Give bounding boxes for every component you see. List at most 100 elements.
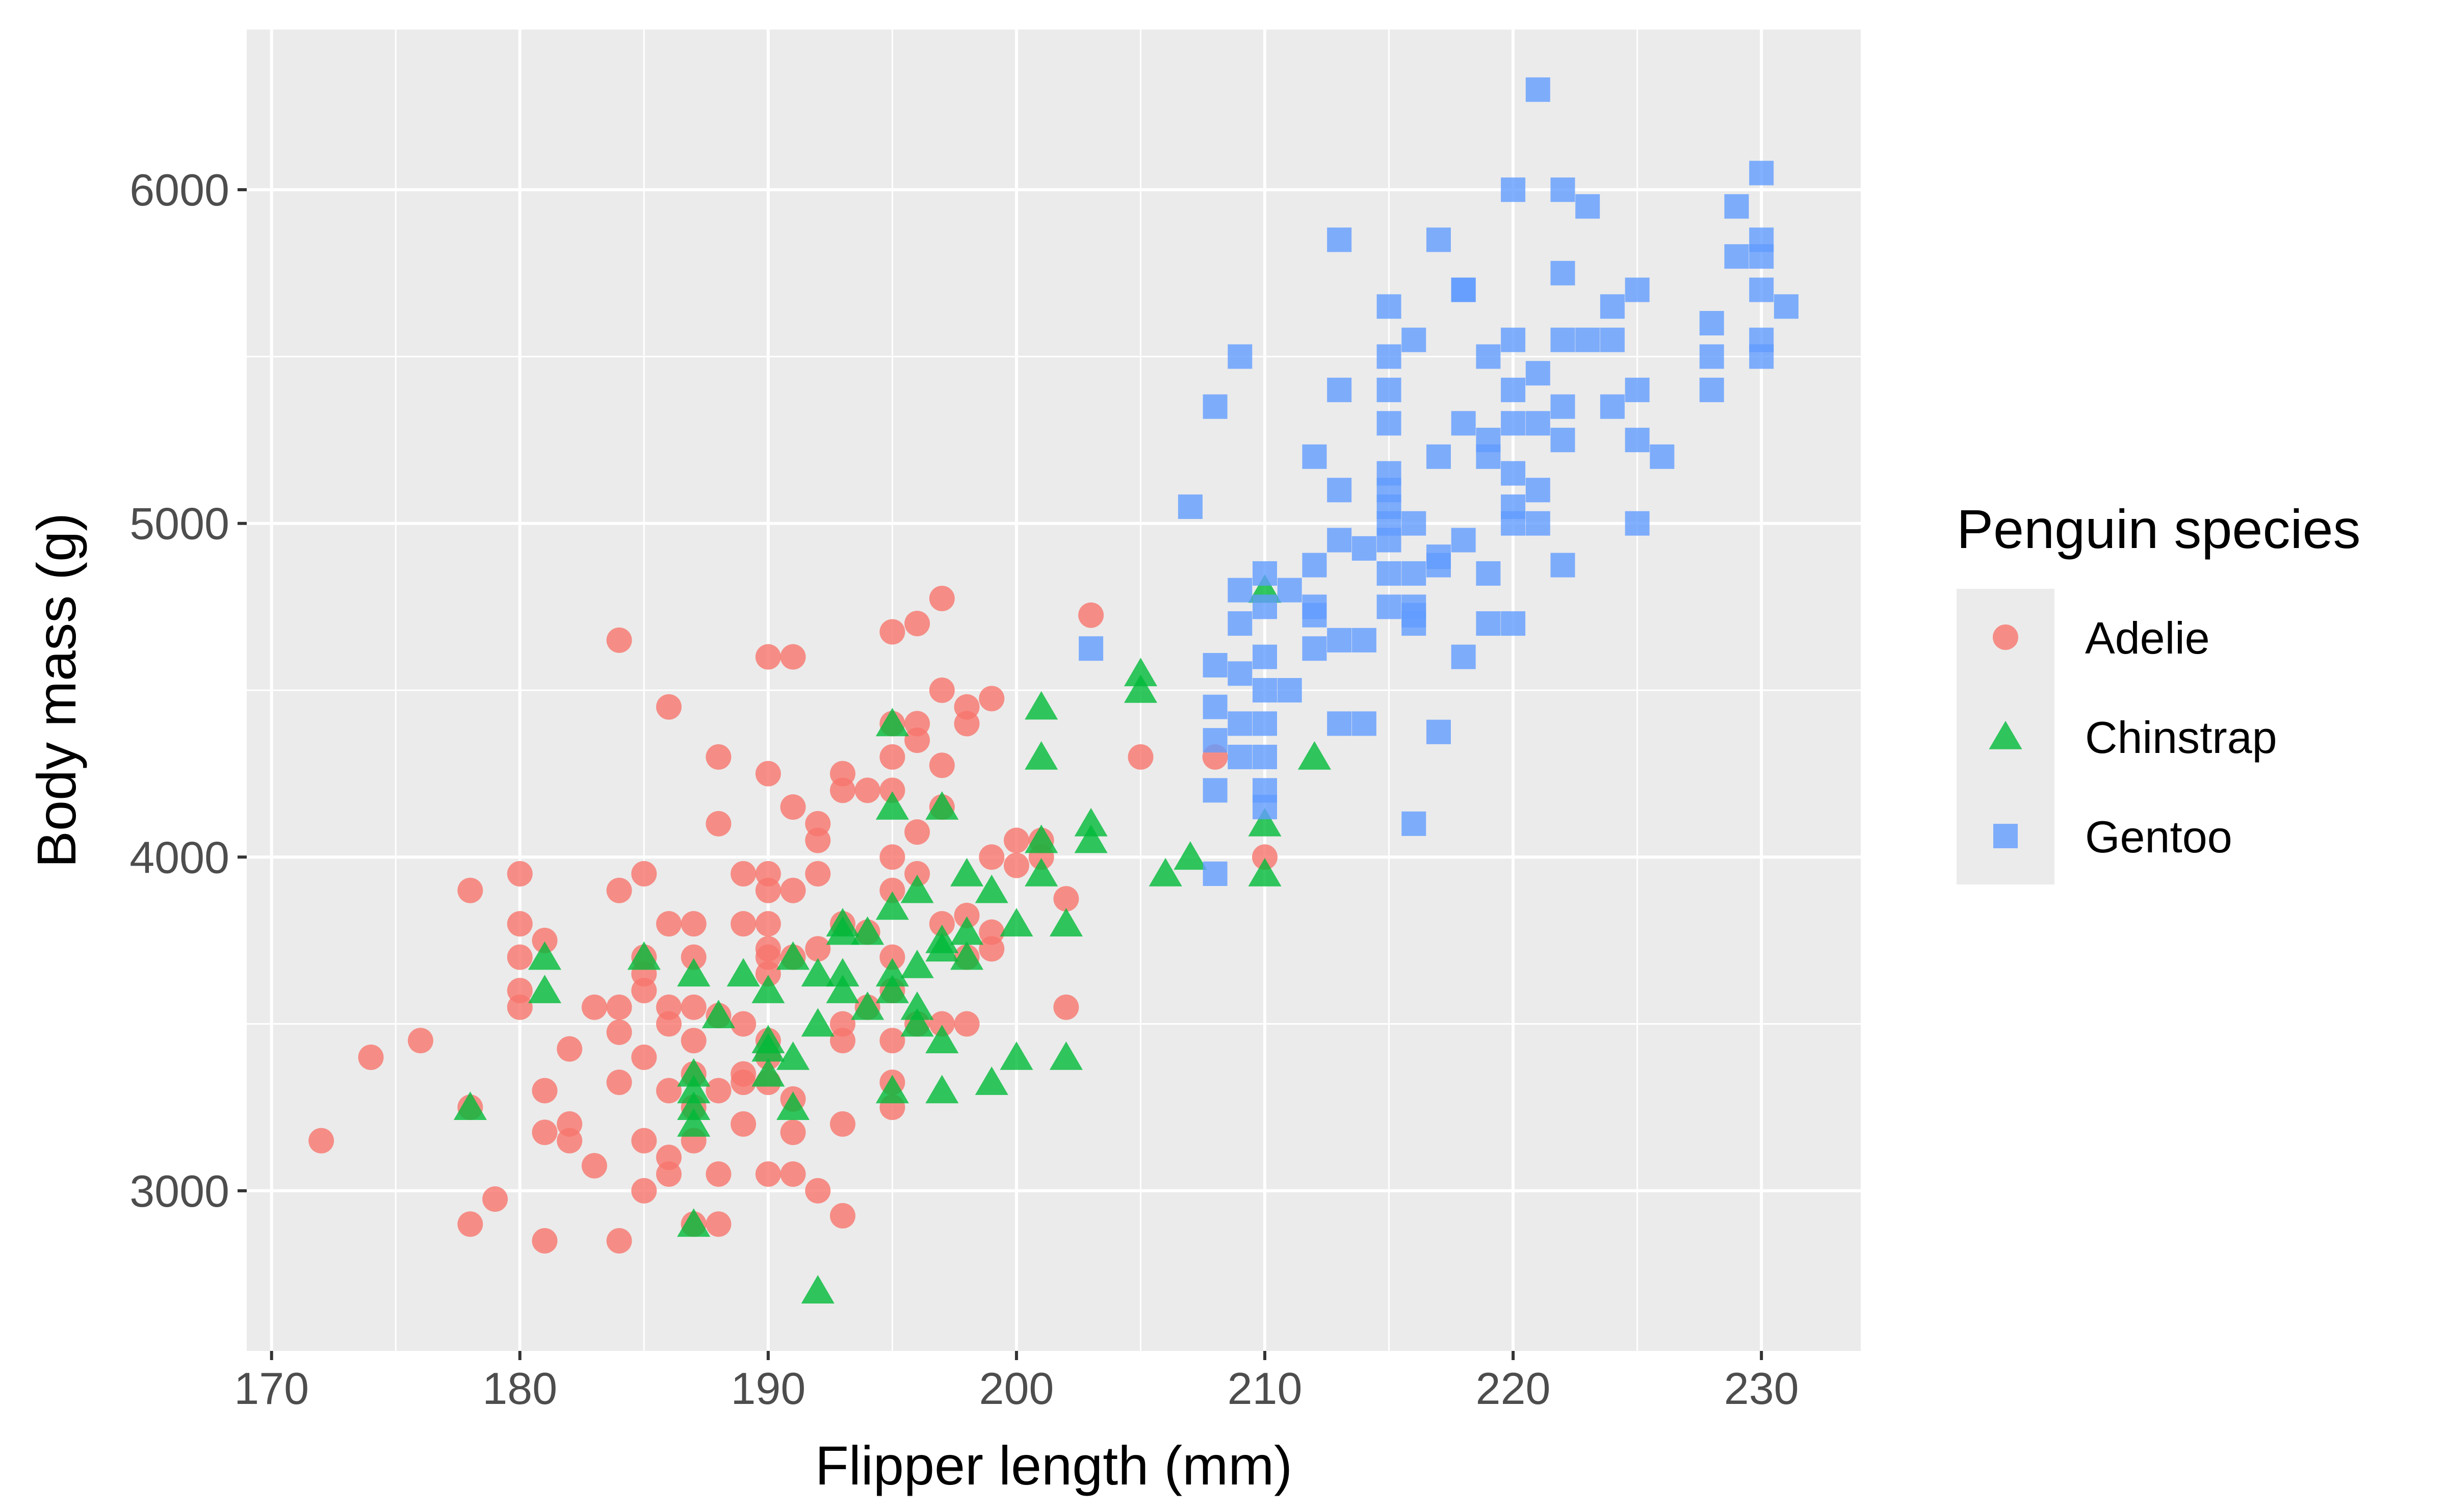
chinstrap-point: [701, 1000, 735, 1028]
adelie-point: [631, 1045, 657, 1070]
gentoo-point: [1376, 528, 1401, 553]
adelie-point: [755, 761, 781, 787]
gentoo-point: [1426, 553, 1451, 578]
adelie-point: [606, 994, 632, 1020]
x-tick-label: 190: [731, 1363, 805, 1414]
adelie-point: [879, 844, 905, 870]
gentoo-point: [1228, 711, 1253, 736]
legend-key-gentoo-square-icon: [1993, 824, 2018, 848]
adelie-point: [1003, 827, 1029, 853]
adelie-point: [755, 961, 781, 987]
gentoo-point: [1327, 528, 1352, 553]
chinstrap-point: [1124, 674, 1158, 703]
chinstrap-point: [627, 941, 661, 970]
gentoo-point: [1600, 327, 1625, 352]
adelie-point: [1053, 994, 1079, 1020]
chinstrap-point: [677, 1058, 711, 1087]
adelie-point: [829, 1028, 855, 1054]
y-tick-label: 3000: [129, 1166, 229, 1216]
gentoo-point: [1228, 661, 1253, 686]
adelie-point: [656, 911, 682, 937]
gentoo-point: [1376, 594, 1401, 619]
chinstrap-point: [975, 1066, 1008, 1095]
adelie-point: [979, 844, 1005, 870]
gentoo-point: [1525, 77, 1550, 102]
gentoo-point: [1376, 377, 1401, 402]
adelie-point: [755, 877, 781, 903]
gentoo-point: [1228, 344, 1253, 369]
gentoo-point: [1376, 411, 1401, 436]
gentoo-point: [1376, 344, 1401, 369]
adelie-point: [780, 794, 806, 820]
gentoo-point: [1550, 260, 1575, 285]
gentoo-point: [1253, 561, 1278, 586]
chinstrap-point: [1149, 858, 1182, 887]
adelie-point: [731, 861, 757, 887]
legend-key-chinstrap-triangle-icon: [1989, 721, 2022, 749]
adelie-point: [879, 744, 905, 770]
gentoo-point: [1351, 711, 1376, 736]
adelie-point: [731, 1070, 757, 1096]
gentoo-point: [1699, 311, 1724, 335]
gentoo-point: [1253, 744, 1278, 769]
adelie-point: [482, 1186, 508, 1212]
adelie-point: [706, 811, 732, 837]
adelie-point: [755, 644, 781, 670]
chinstrap-point: [875, 708, 909, 737]
chinstrap-point: [751, 975, 785, 1003]
gentoo-point: [1451, 277, 1476, 302]
legend-items: Adelie Chinstrap Gentoo: [1989, 613, 2277, 862]
gentoo-point: [1625, 428, 1650, 453]
chinstrap-point: [801, 1008, 835, 1037]
gentoo-point: [1401, 327, 1426, 352]
adelie-point: [507, 994, 533, 1020]
gentoo-point: [1203, 728, 1228, 753]
adelie-point: [532, 927, 558, 953]
adelie-point: [681, 994, 707, 1020]
legend-label-adelie: Adelie: [2085, 613, 2210, 663]
chinstrap-point: [751, 1033, 785, 1062]
chinstrap-point: [453, 1091, 487, 1120]
adelie-point: [780, 644, 806, 670]
gentoo-point: [1476, 611, 1501, 636]
gentoo-point: [1451, 411, 1476, 436]
y-axis: 3000 4000 5000 6000: [129, 165, 247, 1216]
chinstrap-point: [677, 1091, 711, 1120]
gentoo-point: [1401, 611, 1426, 636]
gentoo-point: [1525, 411, 1550, 436]
adelie-point: [1003, 852, 1029, 878]
gentoo-point: [1376, 294, 1401, 319]
chinstrap-point: [826, 916, 860, 945]
adelie-point: [904, 819, 930, 845]
x-tick-label: 210: [1228, 1363, 1303, 1414]
y-axis-title: Body mass (g): [25, 513, 87, 868]
adelie-point: [606, 1019, 632, 1045]
adelie-point: [755, 911, 781, 937]
adelie-point: [631, 861, 657, 887]
adelie-point: [929, 677, 955, 703]
adelie-point: [606, 1070, 632, 1096]
adelie-point: [929, 586, 955, 611]
chinstrap-point: [528, 941, 562, 970]
gentoo-point: [1501, 511, 1526, 536]
adelie-point: [656, 1011, 682, 1037]
chinstrap-point: [677, 1108, 711, 1137]
x-tick-label: 230: [1724, 1363, 1799, 1414]
adelie-point: [631, 1178, 657, 1204]
adelie-point: [755, 1161, 781, 1187]
adelie-point: [879, 1028, 905, 1054]
x-tick-label: 170: [234, 1363, 309, 1414]
adelie-point: [780, 1119, 806, 1145]
adelie-point: [706, 744, 732, 770]
adelie-point: [507, 861, 533, 887]
chinstrap-point: [875, 891, 909, 920]
chinstrap-point: [900, 991, 934, 1020]
x-tick-label: 180: [482, 1363, 557, 1414]
gentoo-point: [1476, 344, 1501, 369]
adelie-point: [780, 1161, 806, 1187]
gentoo-point: [1600, 394, 1625, 419]
adelie-point: [879, 777, 905, 803]
adelie-point: [979, 686, 1005, 712]
gentoo-point: [1327, 711, 1352, 736]
gentoo-point: [1079, 636, 1104, 661]
